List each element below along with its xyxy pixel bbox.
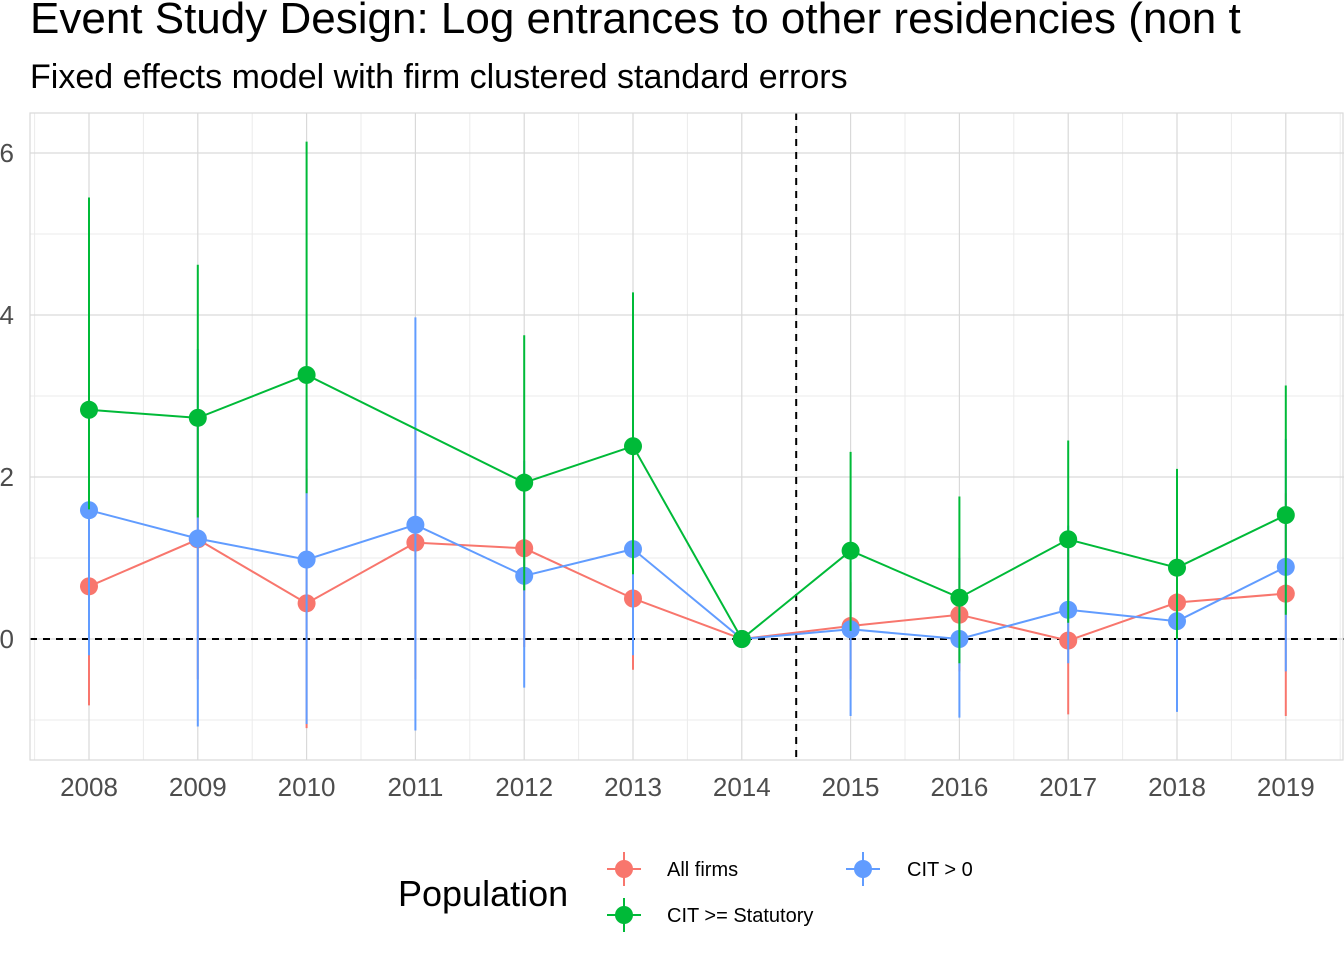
legend-item: All firms (607, 852, 738, 886)
data-point (515, 473, 534, 492)
data-point (188, 529, 207, 548)
x-tick-label: 2011 (387, 772, 443, 802)
axis-tick-labels: 2008 2009 2010 2011 2012 2013 2014 2015 2016 2017… (0, 138, 1315, 802)
reference-lines (30, 113, 1344, 760)
x-tick-label: 2008 (60, 772, 118, 802)
legend-key-point (854, 860, 872, 878)
chart-title: Event Study Design: Log entrances to oth… (30, 0, 1241, 43)
x-tick-label: 2012 (495, 772, 553, 802)
legend-key-point (615, 860, 633, 878)
series-line (88, 509, 1287, 641)
x-tick-label: 2015 (822, 772, 880, 802)
data-point (297, 365, 316, 384)
series-layer (80, 141, 1295, 731)
x-tick-label: 2009 (169, 772, 227, 802)
x-tick-label: 2019 (1257, 772, 1315, 802)
panel-border (29, 112, 1344, 761)
data-point (406, 515, 425, 534)
data-point (1168, 558, 1186, 577)
x-tick-label: 2010 (278, 772, 336, 802)
data-point (80, 501, 98, 520)
data-point (188, 408, 207, 427)
legend-title: Population (398, 873, 568, 914)
y-tick-label: 4 (0, 300, 14, 330)
legend-item: CIT >= Statutory (607, 898, 813, 932)
data-point (1276, 506, 1295, 525)
data-point (732, 630, 751, 648)
legend-label: CIT > 0 (907, 859, 973, 881)
x-tick-label: 2013 (604, 772, 662, 802)
data-point (1059, 530, 1078, 549)
data-point (80, 400, 98, 419)
data-point (950, 588, 969, 607)
legend-label: CIT >= Statutory (667, 905, 813, 927)
legend-key-point (615, 906, 633, 924)
panel-frame (29, 112, 1344, 761)
legend-label: All firms (667, 859, 738, 881)
x-tick-label: 2016 (930, 772, 988, 802)
legend: Population All firms CIT > 0 CIT >= Statuto… (398, 852, 973, 932)
y-tick-label: 6 (0, 138, 14, 168)
data-point (297, 550, 316, 569)
y-tick-label: 2 (0, 462, 14, 492)
data-point (624, 437, 642, 456)
chart-subtitle: Fixed effects model with firm clustered … (30, 58, 848, 96)
panel-grid (30, 113, 1344, 760)
x-tick-label: 2018 (1148, 772, 1206, 802)
y-tick-label: 0 (0, 624, 14, 654)
series-cit-statutory (80, 141, 1295, 664)
data-point (841, 541, 860, 560)
x-tick-label: 2017 (1039, 772, 1097, 802)
legend-item: CIT > 0 (846, 852, 973, 886)
series-line (88, 538, 1286, 642)
x-tick-label: 2014 (713, 772, 771, 802)
